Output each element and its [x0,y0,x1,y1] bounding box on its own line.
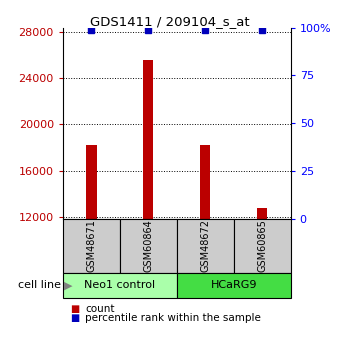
Text: HCaRG9: HCaRG9 [210,280,257,290]
Bar [177,273,291,298]
Bar [177,219,234,273]
Text: GSM48672: GSM48672 [200,219,210,272]
Text: ■: ■ [70,313,79,323]
Bar [234,219,291,273]
Bar [143,60,153,219]
Text: percentile rank within the sample: percentile rank within the sample [85,313,261,323]
Text: Neo1 control: Neo1 control [84,280,155,290]
Text: GSM60865: GSM60865 [257,219,267,272]
Text: GSM60864: GSM60864 [143,219,153,272]
Bar [120,219,177,273]
Bar [86,145,97,219]
Bar [63,219,120,273]
Bar [257,208,267,219]
Bar [200,145,210,219]
Text: GSM48671: GSM48671 [86,219,96,272]
Text: cell line: cell line [18,280,61,290]
Text: ▶: ▶ [64,280,72,290]
Text: count: count [85,304,115,314]
Text: ■: ■ [70,304,79,314]
Text: GDS1411 / 209104_s_at: GDS1411 / 209104_s_at [90,16,250,29]
Bar [63,273,177,298]
